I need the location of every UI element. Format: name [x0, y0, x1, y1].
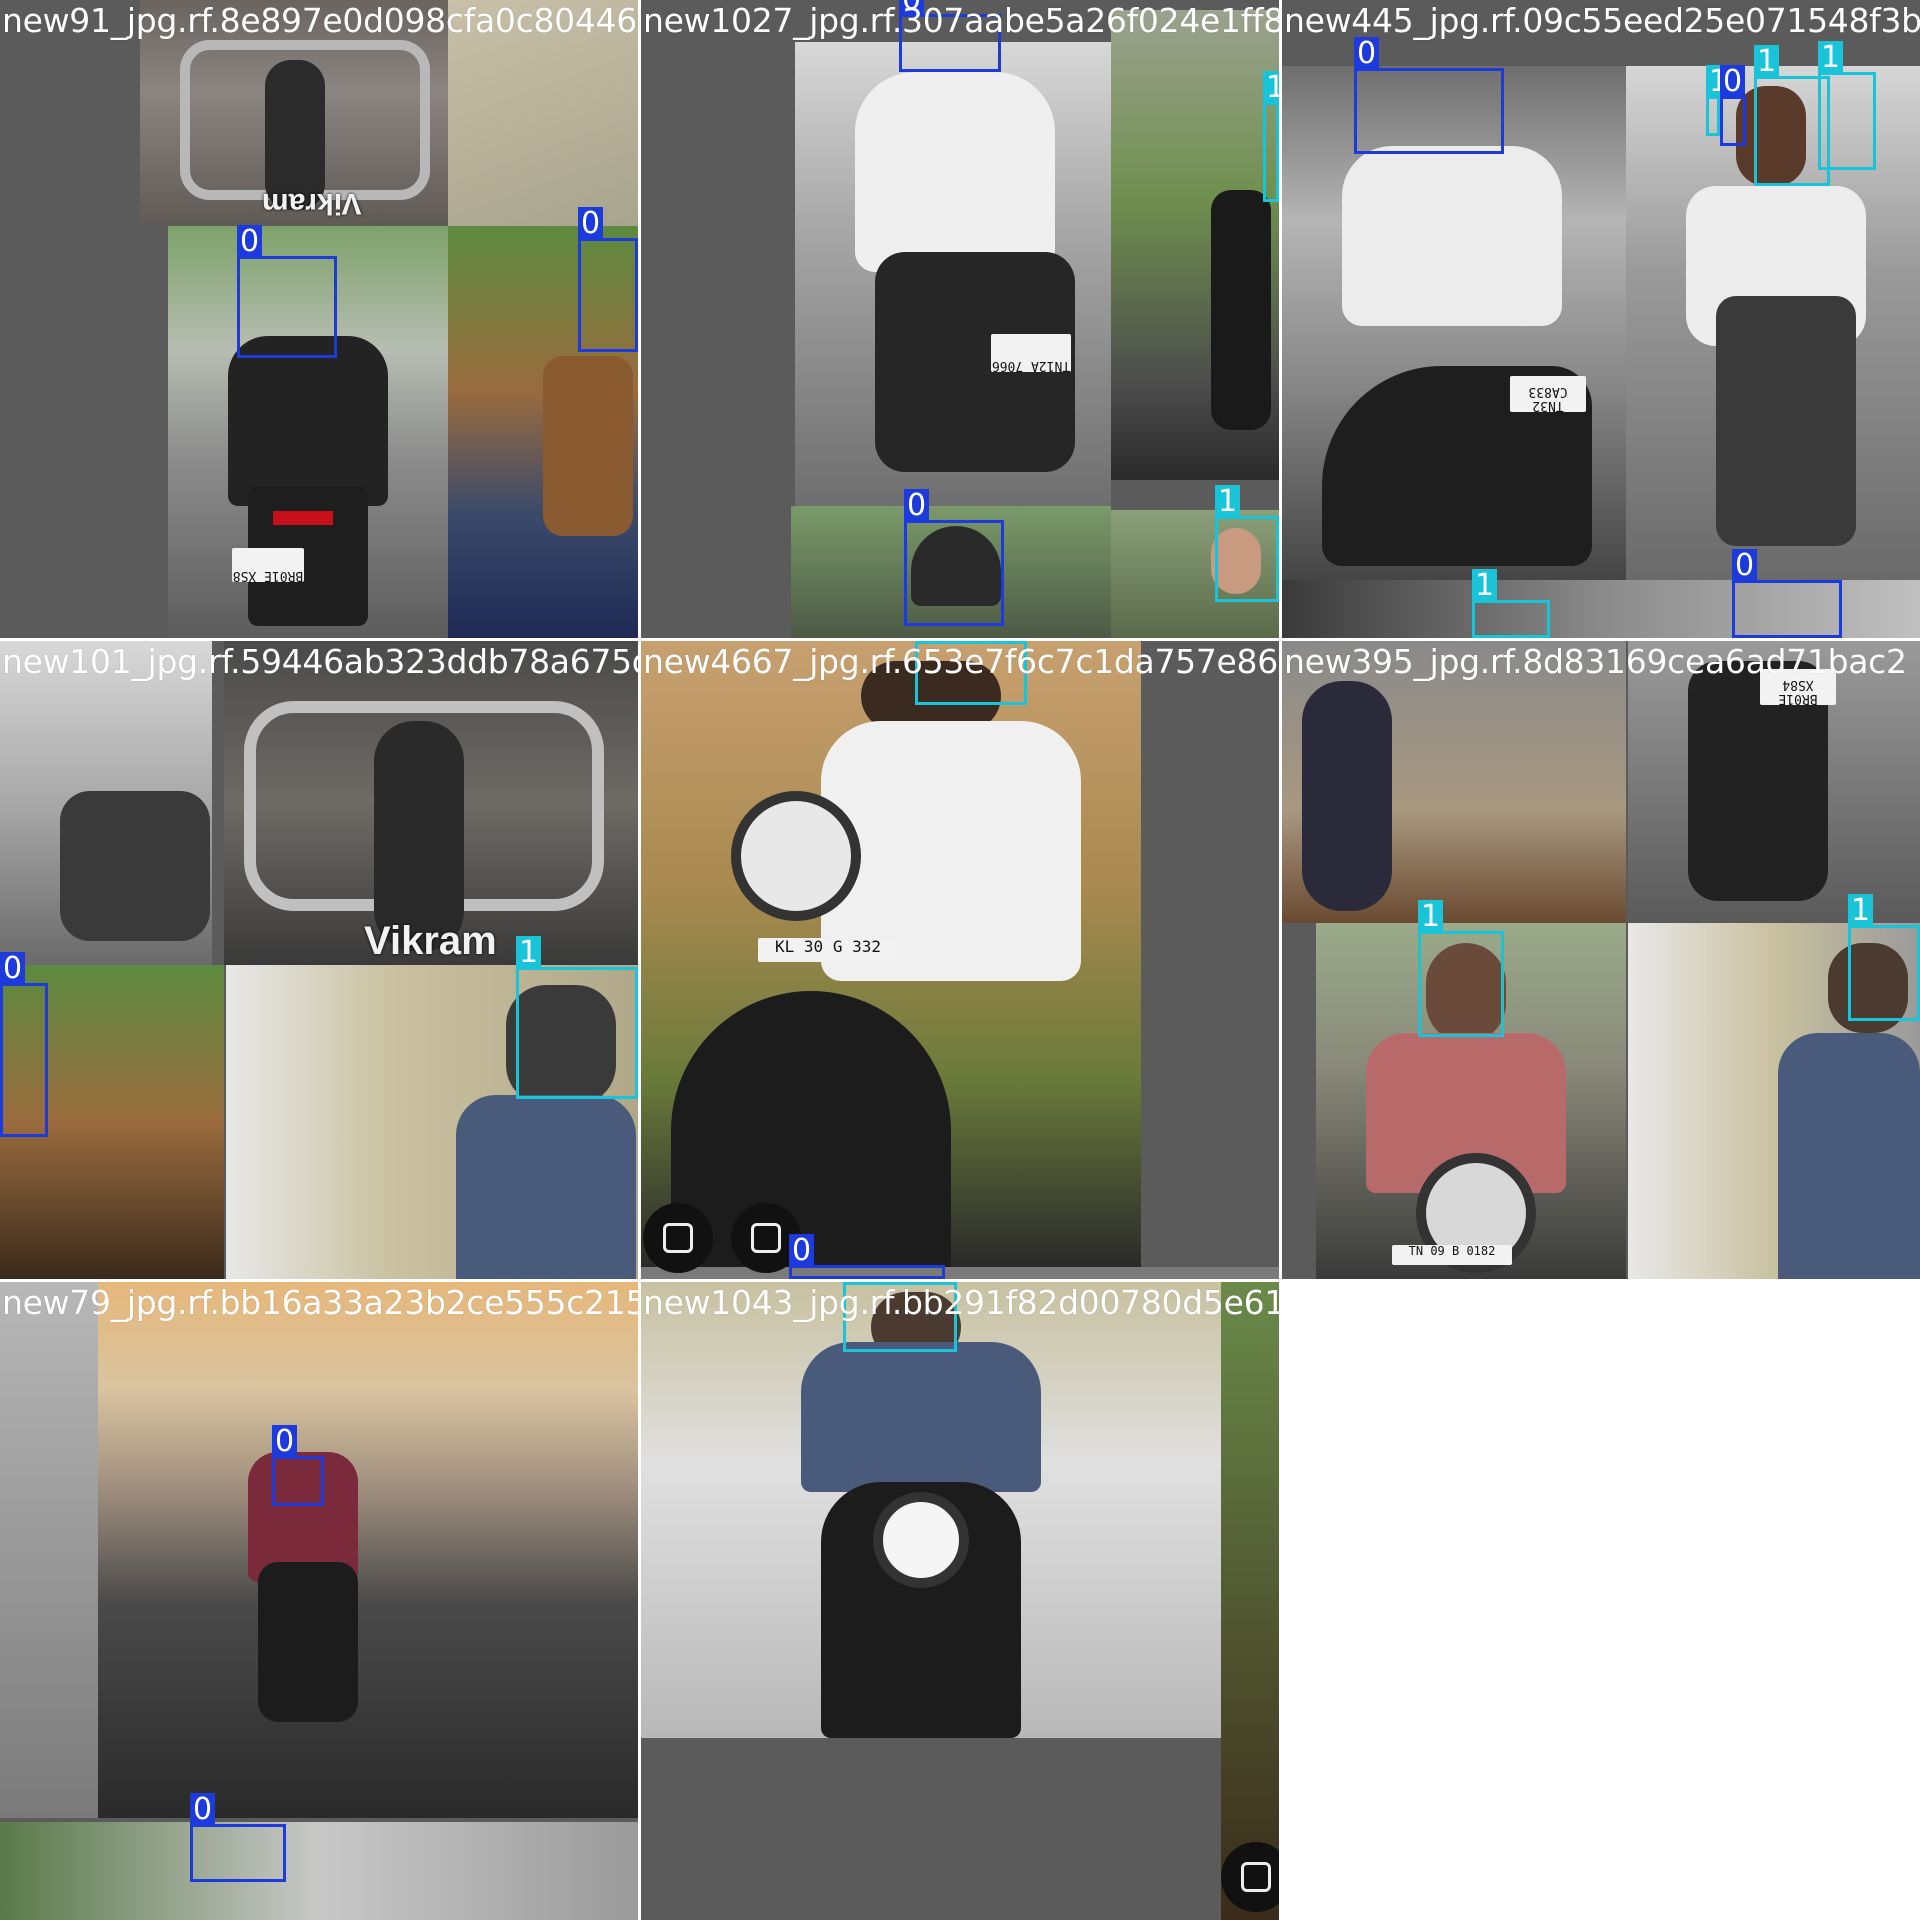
image-filename: new101_jpg.rf.59446ab323ddb78a675d657 [2, 642, 638, 681]
image-filename: new4667_jpg.rf.653e7f6c7c1da757e86d035c8… [643, 642, 1279, 681]
helmet-detection-box: 0 [899, 0, 1001, 72]
class-label: 1 [1263, 71, 1279, 105]
photo-bike-rear-plate [1628, 641, 1920, 923]
watermark-text: Vikram [364, 919, 497, 963]
photo-bike-front-closeup [224, 641, 638, 965]
class-label: 1 [1754, 45, 1780, 79]
helmet-detection-box: 0 [904, 489, 1004, 626]
photo-city-street-rider [98, 1282, 638, 1818]
class-label: 1 [843, 1282, 869, 1285]
photo-woman-rider-street [226, 965, 638, 1279]
crop-icon[interactable] [1221, 1842, 1279, 1912]
class-label: 1 [1848, 894, 1874, 928]
class-label: 0 [0, 952, 26, 986]
helmet-detection-box: 0 [0, 952, 48, 1137]
no-helmet-detection-box: 1 [1706, 65, 1732, 136]
photo-road-greenery [1111, 10, 1279, 480]
class-label: 0 [190, 1793, 216, 1827]
no-helmet-detection-box: 1 [516, 936, 638, 1099]
helmet-detection-box: 0 [1354, 37, 1504, 154]
photo-rider-rear-white-shirt [795, 42, 1111, 506]
mosaic-tile: BR01E XS84 TN 09 B 0182 1 1 new395_jpg.r… [1282, 641, 1920, 1279]
no-helmet-detection-box: 1 [1848, 894, 1920, 1021]
image-filename: new395_jpg.rf.8d83169cea6ad71bac2 [1284, 642, 1907, 681]
no-helmet-detection-box: 1 [1215, 485, 1279, 602]
image-filename: new91_jpg.rf.8e897e0d098cfa0c80446ae0083… [2, 1, 638, 40]
no-helmet-detection-box: 1 [915, 641, 1027, 705]
mosaic-tile: 0 0 new79_jpg.rf.bb16a33a23b2ce555c21504… [0, 1282, 638, 1920]
no-helmet-detection-box: 1 [843, 1282, 957, 1352]
helmet-detection-box: 0 [1720, 65, 1746, 146]
no-helmet-detection-box: 1 [1418, 900, 1504, 1037]
mosaic-tile: TN12A 7066 0 1 0 1 new1027_jpg.rf.307aab… [641, 0, 1279, 638]
class-label: 0 [899, 0, 925, 17]
class-label: 1 [1418, 900, 1444, 934]
photo-woman-rider-front [641, 1282, 1221, 1738]
helmet-detection-box: 0 [272, 1425, 324, 1506]
photo-bike-front-top [140, 0, 448, 226]
photo-helmet-closeup [791, 506, 1111, 638]
class-label: 0 [237, 225, 263, 259]
photo-bearded-rider [1316, 923, 1626, 1279]
photo-rider-rear [168, 226, 448, 638]
helmet-detection-box: 0 [190, 1793, 286, 1882]
photo-rider-side [0, 965, 224, 1279]
image-filename: new1043_jpg.rf.bb291f82d00780d5e61a4c7d1… [643, 1283, 1279, 1322]
class-label: 1 [915, 641, 941, 644]
no-helmet-detection-box: 1 [1754, 45, 1830, 186]
class-label: 0 [904, 489, 930, 523]
photo-riders-group [1626, 66, 1920, 580]
license-plate: BR01E XS8 [232, 548, 304, 583]
helmet-detection-box: 0 [578, 207, 638, 352]
class-label: 1 [1472, 569, 1498, 603]
class-label: 0 [789, 1234, 815, 1268]
helmet-detection-box: 0 [789, 1234, 945, 1279]
helmet-detection-box: 0 [1732, 549, 1842, 638]
watermark-text: Vikram [262, 187, 362, 220]
license-plate: TN32 CA833 [1510, 376, 1586, 413]
class-label: 1 [1215, 485, 1241, 519]
photo-rider-side [448, 226, 638, 638]
license-plate: TN 09 B 0182 [1392, 1244, 1512, 1265]
mosaic-tile: Vikram BR01E XS8 0 0 new91_jpg.rf.8e897e… [0, 0, 638, 638]
photo-road-surface [448, 0, 638, 226]
no-helmet-detection-box: 1 [1263, 71, 1279, 202]
class-label: 0 [1354, 37, 1380, 71]
photo-woman-face [1111, 510, 1279, 638]
layers-icon[interactable] [643, 1203, 713, 1273]
no-helmet-detection-box: 1 [1818, 41, 1876, 170]
license-plate: TN12A 7066 [991, 334, 1071, 373]
class-label: 0 [272, 1425, 298, 1459]
mosaic-tile: Vikram 0 1 new101_jpg.rf.59446ab323ddb78… [0, 641, 638, 1279]
class-label: 0 [1720, 65, 1746, 99]
mosaic-tile: TN32 CA833 0 1 0 1 1 1 0 new445_jpg.rf.0… [1282, 0, 1920, 638]
photo-strip-bottom [1282, 580, 1920, 638]
photo-edge-strip [1221, 1282, 1279, 1920]
class-label: 0 [1732, 549, 1758, 583]
class-label: 0 [578, 207, 604, 241]
photo-strip-bottom [641, 1267, 1279, 1279]
photo-woman-rider-street [1628, 923, 1920, 1279]
photo-road-left-edge [0, 1282, 98, 1818]
photo-bike-leaves [1282, 641, 1626, 923]
helmet-detection-box: 0 [237, 225, 337, 358]
image-filename: new1027_jpg.rf.307aabe5a26f024e1ff8be666… [643, 1, 1279, 40]
mosaic-tile: KL 30 G 332 1 0 new4667_jpg.rf.653e7f6c7… [641, 641, 1279, 1279]
license-plate: KL 30 G 332 [758, 938, 898, 962]
class-label: 1 [516, 936, 542, 970]
no-helmet-detection-box: 1 [1472, 569, 1550, 638]
photo-strip-bottom [0, 1822, 638, 1920]
mosaic-tile: 1 new1043_jpg.rf.bb291f82d00780d5e61a4c7… [641, 1282, 1279, 1920]
image-filename: new445_jpg.rf.09c55eed25e071548f3b [1284, 1, 1920, 40]
class-label: 1 [1818, 41, 1844, 75]
image-filename: new79_jpg.rf.bb16a33a23b2ce555c215044 [2, 1283, 638, 1322]
photo-car-window [0, 641, 212, 965]
